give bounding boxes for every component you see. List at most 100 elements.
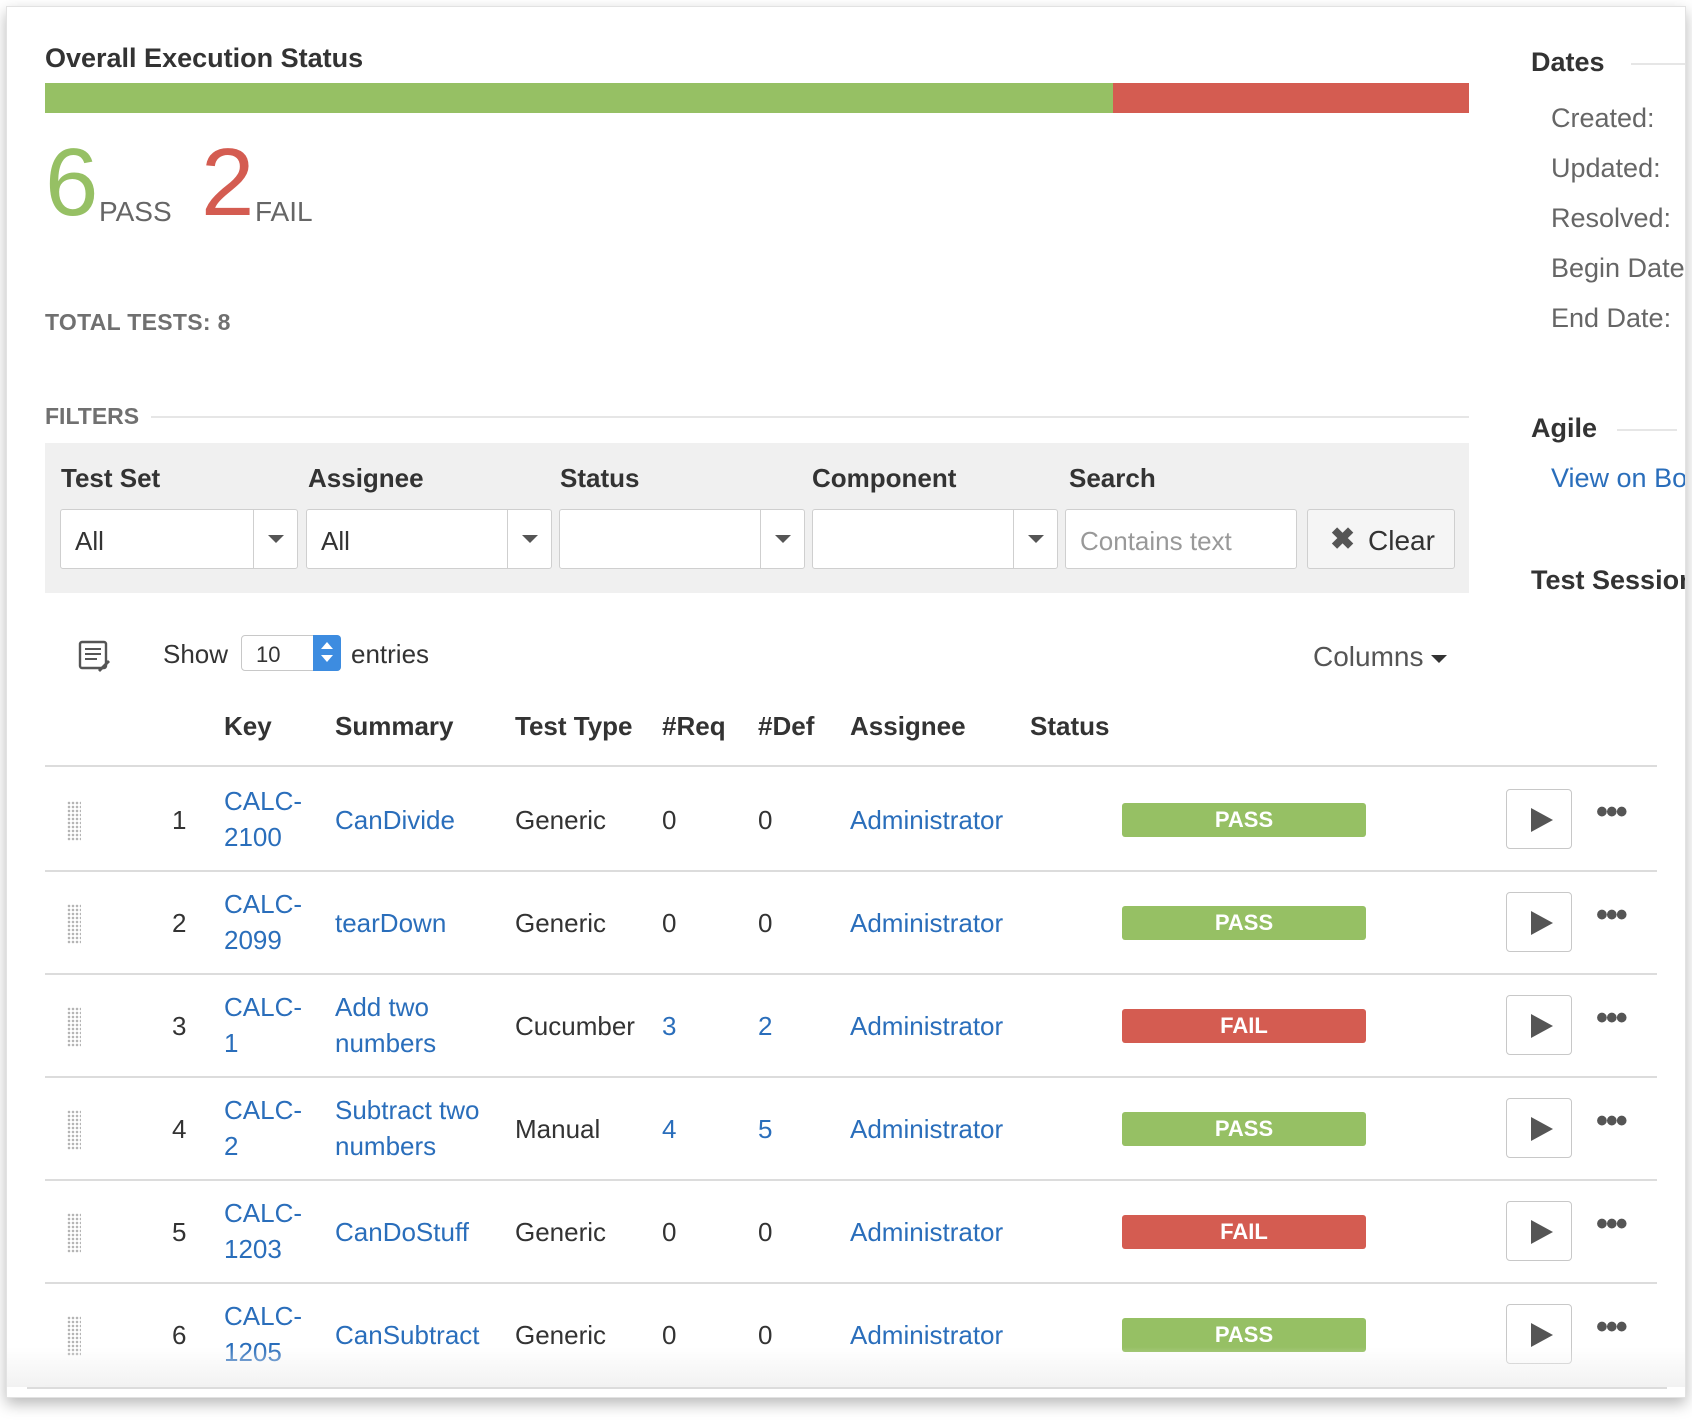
table-row[interactable]: 5 CALC- 1203 CanDoStuff Generic 0 0 Administrat… (45, 1181, 1657, 1284)
execute-button[interactable] (1506, 892, 1572, 952)
more-icon[interactable]: ••• (1596, 793, 1628, 831)
test-type: Generic (515, 805, 607, 835)
columns-label: Columns (1313, 641, 1424, 672)
summary-link[interactable]: CanDoStuff (335, 1214, 469, 1250)
clear-label: Clear (1368, 525, 1435, 556)
summary-link[interactable]: tearDown (335, 905, 446, 941)
col-test-type[interactable]: Test Type (515, 711, 633, 741)
col-key[interactable]: Key (224, 711, 272, 741)
columns-button[interactable]: Columns (1313, 641, 1448, 673)
table-row[interactable]: 2 CALC- 2099 tearDown Generic 0 0 Administrator… (45, 872, 1657, 975)
row-index: 5 (172, 1217, 187, 1247)
drag-handle-icon[interactable] (67, 1110, 81, 1150)
col-summary[interactable]: Summary (335, 711, 454, 741)
req-count[interactable]: 4 (662, 1114, 677, 1144)
filters-title: FILTERS (45, 403, 140, 429)
page-length-select[interactable]: 10 (241, 635, 341, 671)
assignee-filter-label: Assignee (308, 463, 424, 493)
more-icon[interactable]: ••• (1596, 1308, 1628, 1346)
drag-handle-icon[interactable] (67, 1213, 81, 1253)
caret-down-icon (1431, 654, 1448, 663)
search-input[interactable]: Contains text (1065, 509, 1297, 569)
more-icon[interactable]: ••• (1596, 999, 1628, 1037)
test-key-link[interactable]: CALC- 2099 (224, 886, 302, 958)
view-on-board-link[interactable]: View on Board (1551, 463, 1686, 493)
assignee-link[interactable]: Administrator (850, 1011, 1004, 1041)
chevron-down-icon (522, 535, 538, 543)
table-row[interactable]: 1 CALC- 2100 CanDivide Generic 0 0 Administrato… (45, 769, 1657, 872)
drag-handle-icon[interactable] (67, 801, 81, 841)
assignee-link[interactable]: Administrator (850, 1114, 1004, 1144)
spinner-icon[interactable] (313, 635, 341, 671)
test-set-dropdown[interactable] (253, 510, 297, 568)
status-badge: FAIL (1122, 1009, 1366, 1043)
clear-button[interactable]: ✖ Clear (1307, 509, 1455, 569)
req-count: 0 (662, 1320, 677, 1350)
execute-button[interactable] (1506, 789, 1572, 849)
status-select[interactable] (559, 509, 805, 569)
summary-link[interactable]: Subtract two numbers (335, 1092, 480, 1164)
test-key-link[interactable]: CALC- 2 (224, 1092, 302, 1164)
col-assignee[interactable]: Assignee (850, 711, 966, 741)
more-icon[interactable]: ••• (1596, 1205, 1628, 1243)
more-icon[interactable]: ••• (1596, 896, 1628, 934)
close-icon: ✖ (1330, 523, 1356, 556)
def-count: 0 (758, 1217, 773, 1247)
test-key-link[interactable]: CALC- 1 (224, 989, 302, 1061)
test-set-value: All (75, 526, 104, 556)
table-row[interactable]: 4 CALC- 2 Subtract two numbers Manual 4 5 Admini… (45, 1078, 1657, 1181)
test-key-prefix: CALC- (224, 786, 303, 816)
summary-link[interactable]: CanSubtract (335, 1317, 480, 1353)
component-select[interactable] (812, 509, 1058, 569)
test-key-link[interactable]: CALC- 1203 (224, 1195, 302, 1267)
test-key-prefix: CALC- (224, 1095, 303, 1125)
row-index: 6 (172, 1320, 187, 1350)
assignee-link[interactable]: Administrator (850, 1217, 1004, 1247)
table-row[interactable]: 3 CALC- 1 Add two numbers Cucumber 3 2 Administr… (45, 975, 1657, 1078)
summary-line-1: CanDivide (335, 805, 455, 835)
execute-button[interactable] (1506, 1098, 1572, 1158)
drag-handle-icon[interactable] (67, 1316, 81, 1356)
status-dropdown[interactable] (760, 510, 804, 568)
test-key-link[interactable]: CALC- 2100 (224, 783, 302, 855)
table-row[interactable]: 6CALC-1205CanSubtractGeneric00Administra… (45, 1284, 1657, 1387)
component-dropdown[interactable] (1013, 510, 1057, 568)
execute-button[interactable] (1506, 1201, 1572, 1261)
table-header: Key Summary Test Type #Req #Def Assignee… (45, 697, 1657, 767)
total-tests: TOTAL TESTS: 8 (45, 309, 231, 335)
more-icon[interactable]: ••• (1596, 1102, 1628, 1140)
execute-button[interactable] (1506, 995, 1572, 1055)
col-def[interactable]: #Def (758, 711, 815, 741)
assignee-link[interactable]: Administrator (850, 805, 1004, 835)
agile-heading: Agile (1531, 413, 1677, 444)
req-count: 0 (662, 805, 677, 835)
execution-panel: Overall Execution Status 6 PASS 2 FAIL T… (6, 6, 1686, 1398)
test-type: Cucumber (515, 1011, 635, 1041)
test-set-select[interactable]: All (60, 509, 298, 569)
assignee-select[interactable]: All (306, 509, 552, 569)
req-count: 0 (662, 1217, 677, 1247)
search-placeholder: Contains text (1080, 526, 1232, 556)
assignee-link[interactable]: Administrator (850, 1320, 1004, 1350)
assignee-dropdown[interactable] (507, 510, 551, 568)
test-key-prefix: CALC- (224, 889, 303, 919)
test-type: Generic (515, 1320, 607, 1350)
def-count[interactable]: 5 (758, 1114, 773, 1144)
def-count[interactable]: 2 (758, 1011, 773, 1041)
assignee-link[interactable]: Administrator (850, 908, 1004, 938)
summary-link[interactable]: CanDivide (335, 802, 455, 838)
test-set-label: Test Set (61, 463, 161, 493)
play-icon (1531, 1117, 1553, 1141)
col-status[interactable]: Status (1030, 711, 1110, 741)
drag-handle-icon[interactable] (67, 1007, 81, 1047)
pass-count: 6 (45, 129, 99, 236)
divider (151, 415, 1469, 418)
status-badge: FAIL (1122, 1215, 1366, 1249)
req-count[interactable]: 3 (662, 1011, 677, 1041)
drag-handle-icon[interactable] (67, 904, 81, 944)
summary-link[interactable]: Add two numbers (335, 989, 436, 1061)
list-edit-icon[interactable] (77, 639, 111, 678)
play-icon (1531, 1323, 1553, 1347)
test-type: Generic (515, 1217, 607, 1247)
col-req[interactable]: #Req (662, 711, 726, 741)
